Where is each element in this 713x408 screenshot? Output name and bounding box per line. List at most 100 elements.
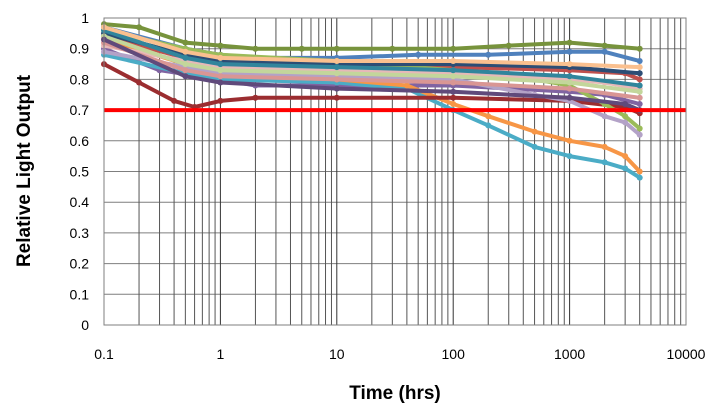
data-point [217, 73, 224, 80]
data-point [217, 54, 224, 61]
data-point [601, 113, 608, 120]
data-point [217, 61, 224, 68]
data-point [403, 82, 410, 89]
data-point [182, 39, 189, 46]
series-14 [101, 33, 643, 95]
y-tick-label: 0.4 [70, 194, 90, 210]
data-point [333, 85, 340, 92]
data-point [566, 73, 573, 80]
data-point [566, 94, 573, 101]
data-point [450, 101, 457, 107]
data-point [136, 79, 142, 86]
data-point [333, 45, 340, 52]
data-point [566, 61, 573, 68]
y-tick-label: 1 [81, 10, 89, 26]
data-point [333, 58, 340, 64]
y-tick-label: 0.6 [70, 133, 90, 149]
data-point [298, 45, 305, 52]
y-tick-label: 0.1 [70, 286, 90, 302]
data-point [450, 94, 457, 101]
y-tick-label: 0.3 [70, 225, 90, 241]
data-point [450, 79, 457, 86]
data-point [415, 51, 422, 58]
y-tick-label: 0.9 [70, 41, 90, 57]
data-point [182, 54, 189, 61]
data-point [217, 67, 224, 74]
data-point [601, 48, 608, 55]
data-point [182, 67, 189, 74]
data-point [485, 51, 492, 58]
y-tick-label: 0 [81, 317, 89, 333]
data-point [636, 70, 643, 77]
data-point [636, 58, 643, 64]
data-point [217, 79, 224, 86]
data-point [622, 153, 629, 160]
data-point [566, 39, 573, 46]
data-point [217, 97, 224, 104]
x-axis-title: Time (hrs) [349, 383, 441, 404]
x-tick-label: 1000 [554, 346, 585, 362]
data-point [450, 67, 457, 74]
series-15 [101, 24, 643, 71]
x-tick-label: 0.1 [94, 346, 114, 362]
data-point [450, 73, 457, 80]
plot-border [103, 17, 687, 326]
x-tick-label: 10000 [667, 346, 706, 362]
data-point [636, 45, 643, 52]
y-tick-label: 0.5 [70, 164, 90, 180]
data-point [252, 45, 259, 52]
data-point [636, 125, 643, 132]
data-point [636, 64, 643, 71]
x-tick-label: 10 [329, 346, 345, 362]
data-point [601, 42, 608, 49]
data-point [636, 168, 643, 175]
data-point [450, 45, 457, 52]
data-point [601, 143, 608, 150]
data-point [389, 45, 396, 52]
data-series [101, 21, 643, 181]
data-point [636, 88, 643, 95]
data-point [333, 76, 340, 83]
x-tick-label: 1 [217, 346, 225, 362]
series-1 [101, 21, 643, 52]
data-point [566, 48, 573, 55]
data-point [622, 101, 629, 107]
data-point [450, 88, 457, 95]
data-point [622, 165, 629, 172]
data-point [636, 76, 643, 83]
data-point [636, 101, 643, 107]
x-tick-label: 100 [442, 346, 466, 362]
x-tick-labels: 0.1 1 10 100 1000 10000 [94, 346, 705, 362]
data-point [531, 143, 538, 150]
data-point [531, 128, 538, 135]
y-tick-label: 0.2 [70, 256, 90, 272]
data-point [601, 159, 608, 166]
data-point [333, 70, 340, 77]
y-tick-label: 0.7 [70, 102, 90, 118]
data-point [182, 48, 189, 55]
y-tick-labels: 0 0.1 0.2 0.3 0.4 0.5 0.6 0.7 0.8 0.9 1 [70, 10, 90, 333]
data-point [333, 94, 340, 101]
data-point [636, 82, 643, 89]
series-line [102, 49, 642, 137]
data-point [182, 73, 189, 80]
y-tick-label: 0.8 [70, 71, 90, 87]
series-line [102, 52, 642, 180]
data-point [485, 122, 492, 129]
data-point [636, 131, 643, 138]
data-point [333, 64, 340, 71]
data-point [622, 113, 629, 120]
data-point [505, 42, 512, 49]
data-point [636, 174, 643, 181]
data-point [136, 24, 142, 31]
data-point [252, 94, 259, 101]
data-point [485, 113, 492, 120]
y-axis-title: Relative Light Output [14, 74, 35, 267]
data-point [566, 153, 573, 160]
data-point [450, 58, 457, 64]
series-line [102, 37, 642, 113]
data-point [566, 79, 573, 86]
data-point [171, 97, 178, 104]
data-point [566, 137, 573, 144]
